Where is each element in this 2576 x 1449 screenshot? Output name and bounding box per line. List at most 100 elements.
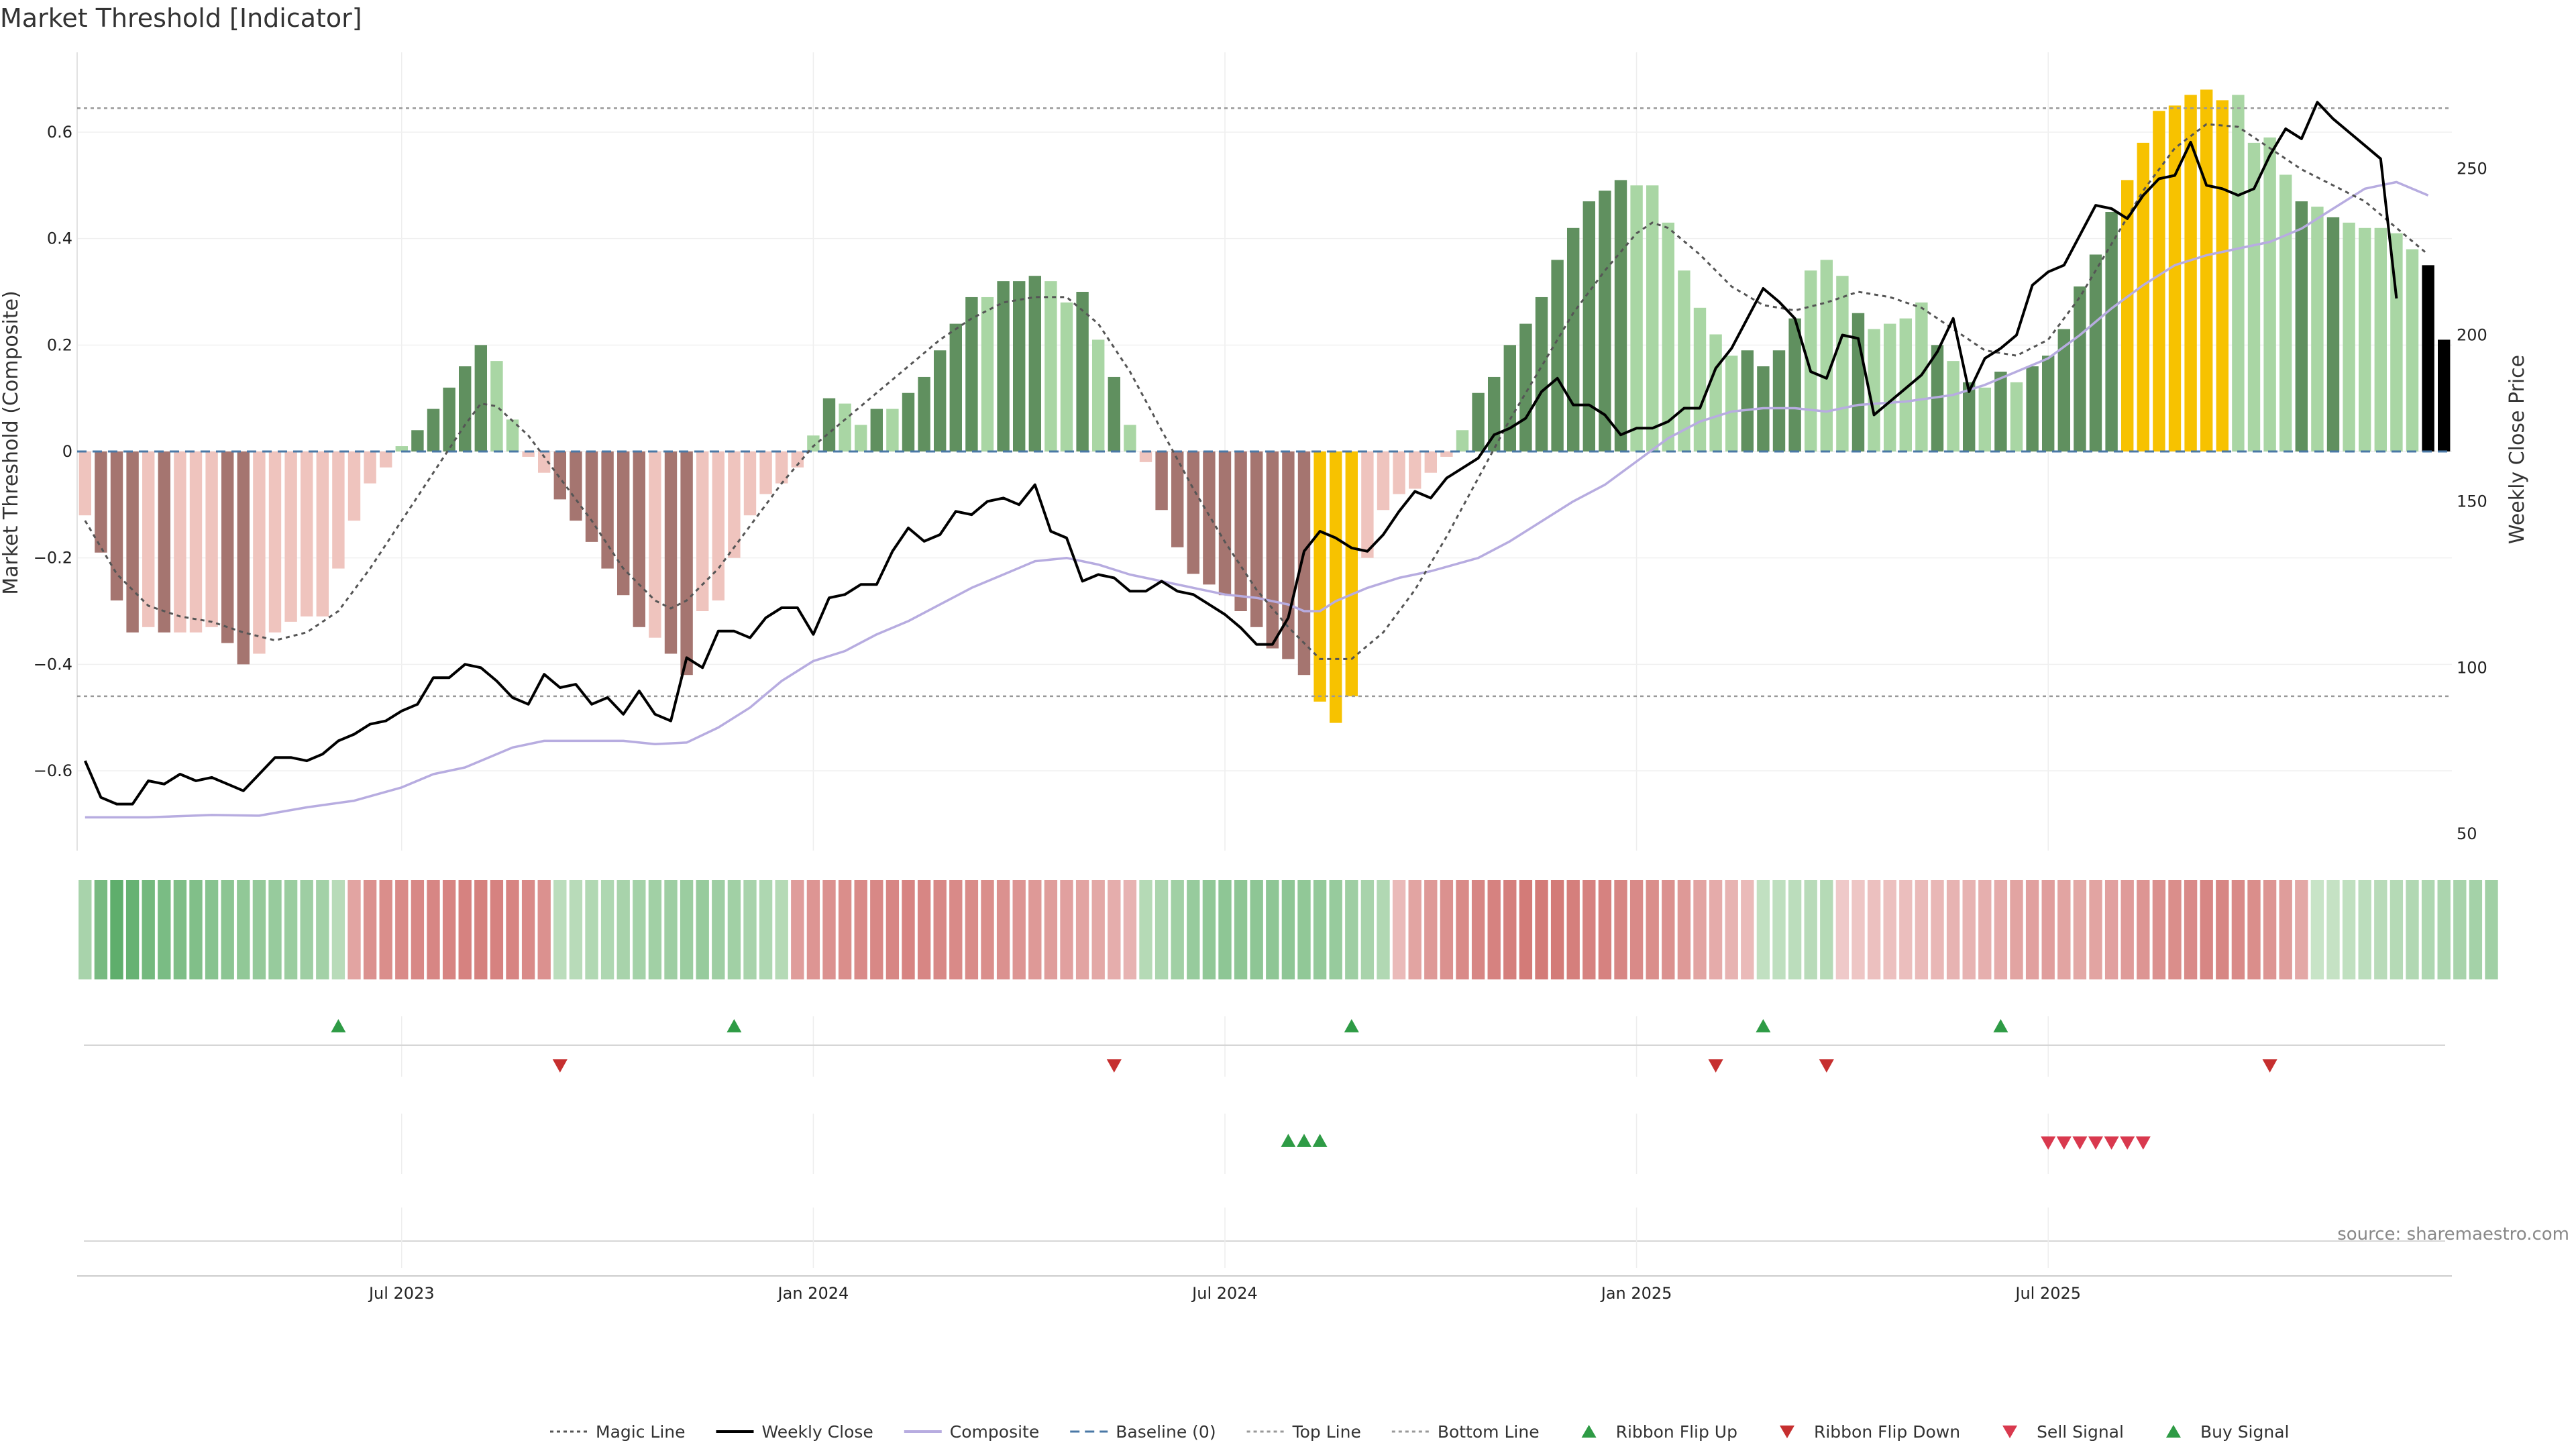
legend-item: Bottom Line (1391, 1422, 1540, 1442)
composite-bar (822, 398, 836, 451)
ribbon-cell (2485, 880, 2498, 979)
ribbon-cell (1629, 880, 1644, 979)
ribbon-cell (1962, 880, 1976, 979)
composite-bar (997, 281, 1010, 451)
composite-bars (78, 89, 2451, 723)
ribbon-cell (1994, 880, 2008, 979)
ribbon-strip (78, 880, 2498, 979)
ribbon-cell (2406, 880, 2419, 979)
ribbon-cell (1820, 880, 1833, 979)
ribbon-cell (2247, 880, 2261, 979)
legend-label: Composite (950, 1422, 1039, 1442)
series-lines (83, 101, 2429, 819)
legend-item: Weekly Close (716, 1422, 873, 1442)
ribbon-cell (1281, 880, 1295, 979)
composite-bar (2247, 142, 2261, 451)
composite-bar (2137, 142, 2150, 451)
ribbon-cell (949, 880, 963, 979)
y-axis-label-left: Market Threshold (Composite) (0, 290, 23, 595)
composite-bar (506, 419, 519, 451)
composite-bar (570, 451, 582, 521)
ribbon-cell (1075, 880, 1089, 979)
composite-bar (364, 451, 376, 484)
composite-bar (759, 451, 772, 494)
composite-bar (237, 451, 250, 665)
ribbon-cell (2263, 880, 2277, 979)
composite-bar (379, 451, 392, 468)
y-tick-label-right: 50 (2457, 824, 2477, 843)
ribbon-cell (1662, 880, 1675, 979)
ribbon-cell (1709, 880, 1723, 979)
composite-bar (807, 435, 820, 451)
ribbon-cell (648, 880, 662, 979)
ribbon-cell (2010, 880, 2023, 979)
legend-swatch (2002, 1426, 2018, 1438)
ribbon-cell (205, 880, 219, 979)
ribbon-cell (1202, 880, 1216, 979)
legend-item: Top Line (1246, 1422, 1361, 1442)
composite-bar (1139, 451, 1152, 462)
composite-bar (1915, 302, 1928, 451)
composite-bar (743, 451, 757, 516)
composite-bar (1076, 292, 1089, 451)
composite-bar (1503, 345, 1517, 451)
ribbon-cell (1012, 880, 1026, 979)
ribbon-flip-up-marker (331, 1019, 346, 1032)
composite-bar (1978, 387, 1992, 451)
composite-bar (1994, 372, 2007, 451)
ribbon-cell (981, 880, 994, 979)
x-tick-label: Jul 2024 (1191, 1284, 1258, 1303)
ribbon-cell (2104, 880, 2118, 979)
ribbon-cell (1345, 880, 1358, 979)
ribbon-cell (221, 880, 234, 979)
ribbon-cell (1108, 880, 1121, 979)
legend-label: Baseline (0) (1116, 1422, 1216, 1442)
composite-line (85, 180, 2429, 819)
composite-bar (1361, 451, 1374, 558)
x-tick-label: Jul 2025 (2014, 1284, 2081, 1303)
legend-item: Sell Signal (2002, 1422, 2124, 1442)
composite-bar (616, 451, 630, 596)
legend-label: Weekly Close (762, 1422, 873, 1442)
ribbon-cell (427, 880, 440, 979)
composite-bar (1772, 350, 1786, 451)
composite-bar (712, 451, 725, 601)
composite-bar (221, 451, 234, 643)
composite-bar (2074, 286, 2086, 451)
ribbon-cell (1234, 880, 1248, 979)
composite-bar (78, 451, 92, 516)
ribbon-flip-down-marker (1106, 1059, 1122, 1073)
composite-bar (1630, 185, 1643, 451)
ribbon-cell (442, 880, 456, 979)
ribbon-cell (1187, 880, 1200, 979)
y-tick-label-left: −0.2 (34, 549, 72, 568)
composite-bar (2184, 95, 2197, 451)
ribbon-cell (252, 880, 266, 979)
composite-bar (2406, 249, 2419, 451)
ribbon-cell (94, 880, 108, 979)
composite-bar (1788, 318, 1801, 451)
composite-bar (458, 366, 472, 451)
ribbon-cell (838, 880, 852, 979)
composite-bar (522, 451, 535, 457)
composite-bar (427, 409, 440, 451)
ribbon-cell (1598, 880, 1612, 979)
composite-bar (633, 451, 646, 627)
y-tick-label-right: 100 (2457, 658, 2487, 677)
ribbon-cell (1487, 880, 1501, 979)
ribbon-cell (1693, 880, 1707, 979)
ribbon-cell (1329, 880, 1342, 979)
x-tick-label: Jan 2024 (777, 1284, 849, 1303)
x-axis: Jul 2023 Jan 2024 Jul 2024 Jan 2025 Jul 2025 (77, 1208, 2452, 1303)
composite-bar (1582, 201, 1596, 451)
ribbon-cell (2168, 880, 2182, 979)
composite-bar (1551, 260, 1564, 451)
ribbon-cell (743, 880, 757, 979)
composite-bar (2153, 111, 2165, 451)
ribbon-cell (616, 880, 630, 979)
ribbon-cell (2041, 880, 2055, 979)
ribbon-cell (2358, 880, 2371, 979)
ribbon-cell (1377, 880, 1390, 979)
ribbon-cell (2390, 880, 2404, 979)
y-tick-label-left: −0.4 (34, 655, 72, 674)
